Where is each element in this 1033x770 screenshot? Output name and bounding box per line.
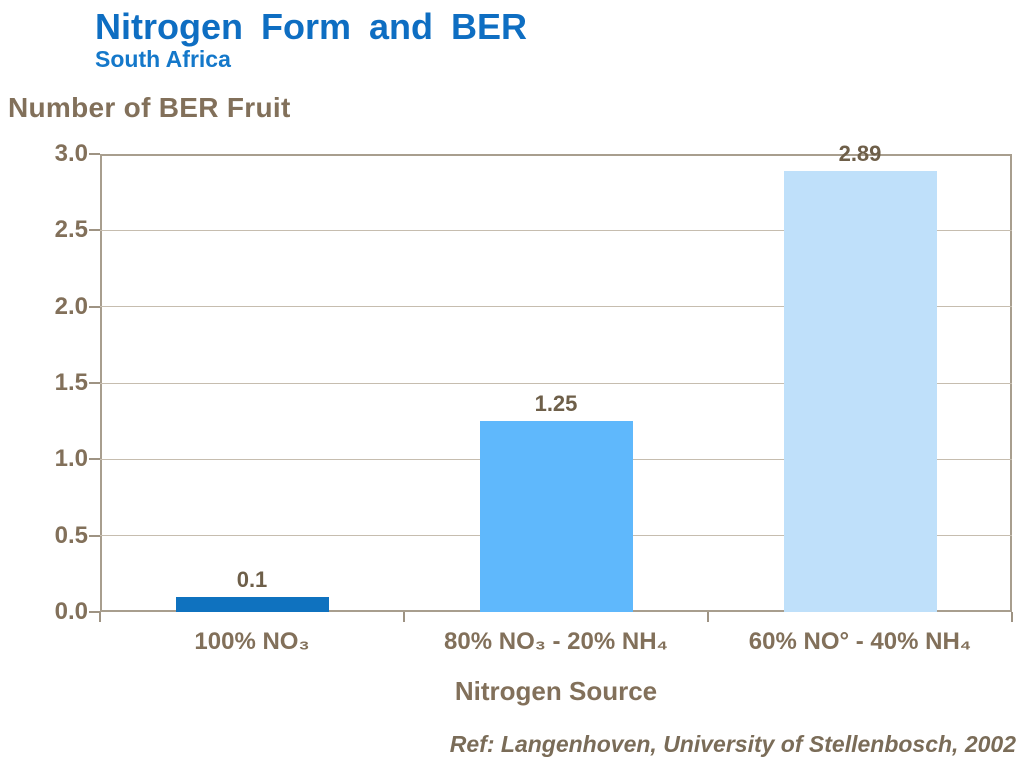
y-tick-mark xyxy=(89,458,100,461)
x-tick-mark xyxy=(99,612,101,622)
chart-title: Nitrogen Form and BER xyxy=(95,6,528,47)
x-category-label: 60% NO° - 40% NH₄ xyxy=(748,628,972,655)
bar xyxy=(479,421,633,612)
chart-subtitle: South Africa xyxy=(95,46,231,72)
y-tick-label: 1.0 xyxy=(54,445,88,473)
y-tick-label: 0.0 xyxy=(54,598,88,625)
x-tick-mark xyxy=(707,612,709,622)
gridline xyxy=(100,229,1012,231)
y-tick-label: 3.0 xyxy=(54,140,88,167)
bar xyxy=(783,170,937,612)
y-tick-label: 2.0 xyxy=(54,292,88,320)
gridline xyxy=(100,306,1012,308)
y-tick-mark xyxy=(89,153,100,155)
x-axis-title: Nitrogen Source xyxy=(454,676,658,706)
x-tick-mark xyxy=(1011,612,1013,622)
x-category-label: 80% NO₃ - 20% NH₄ xyxy=(444,628,668,655)
y-tick-label: 2.5 xyxy=(54,216,88,244)
x-tick-mark xyxy=(403,612,405,622)
y-tick-label: 1.5 xyxy=(54,369,88,396)
y-tick-mark xyxy=(89,534,100,537)
y-tick-label: 0.5 xyxy=(54,521,88,549)
x-category-label: 100% NO₃ xyxy=(194,628,310,655)
y-tick-mark xyxy=(89,305,100,308)
y-tick-mark xyxy=(89,611,100,613)
reference-text: Ref: Langenhoven, University of Stellenb… xyxy=(449,731,1016,757)
y-tick-mark xyxy=(89,382,100,384)
bar-value-label: 0.1 xyxy=(236,566,268,592)
y-tick-mark xyxy=(89,229,100,232)
gridline xyxy=(100,382,1012,384)
bar-value-label: 1.25 xyxy=(534,391,578,417)
bar-value-label: 2.89 xyxy=(838,140,882,166)
bar xyxy=(175,596,329,612)
y-axis-title: Number of BER Fruit xyxy=(8,92,291,123)
